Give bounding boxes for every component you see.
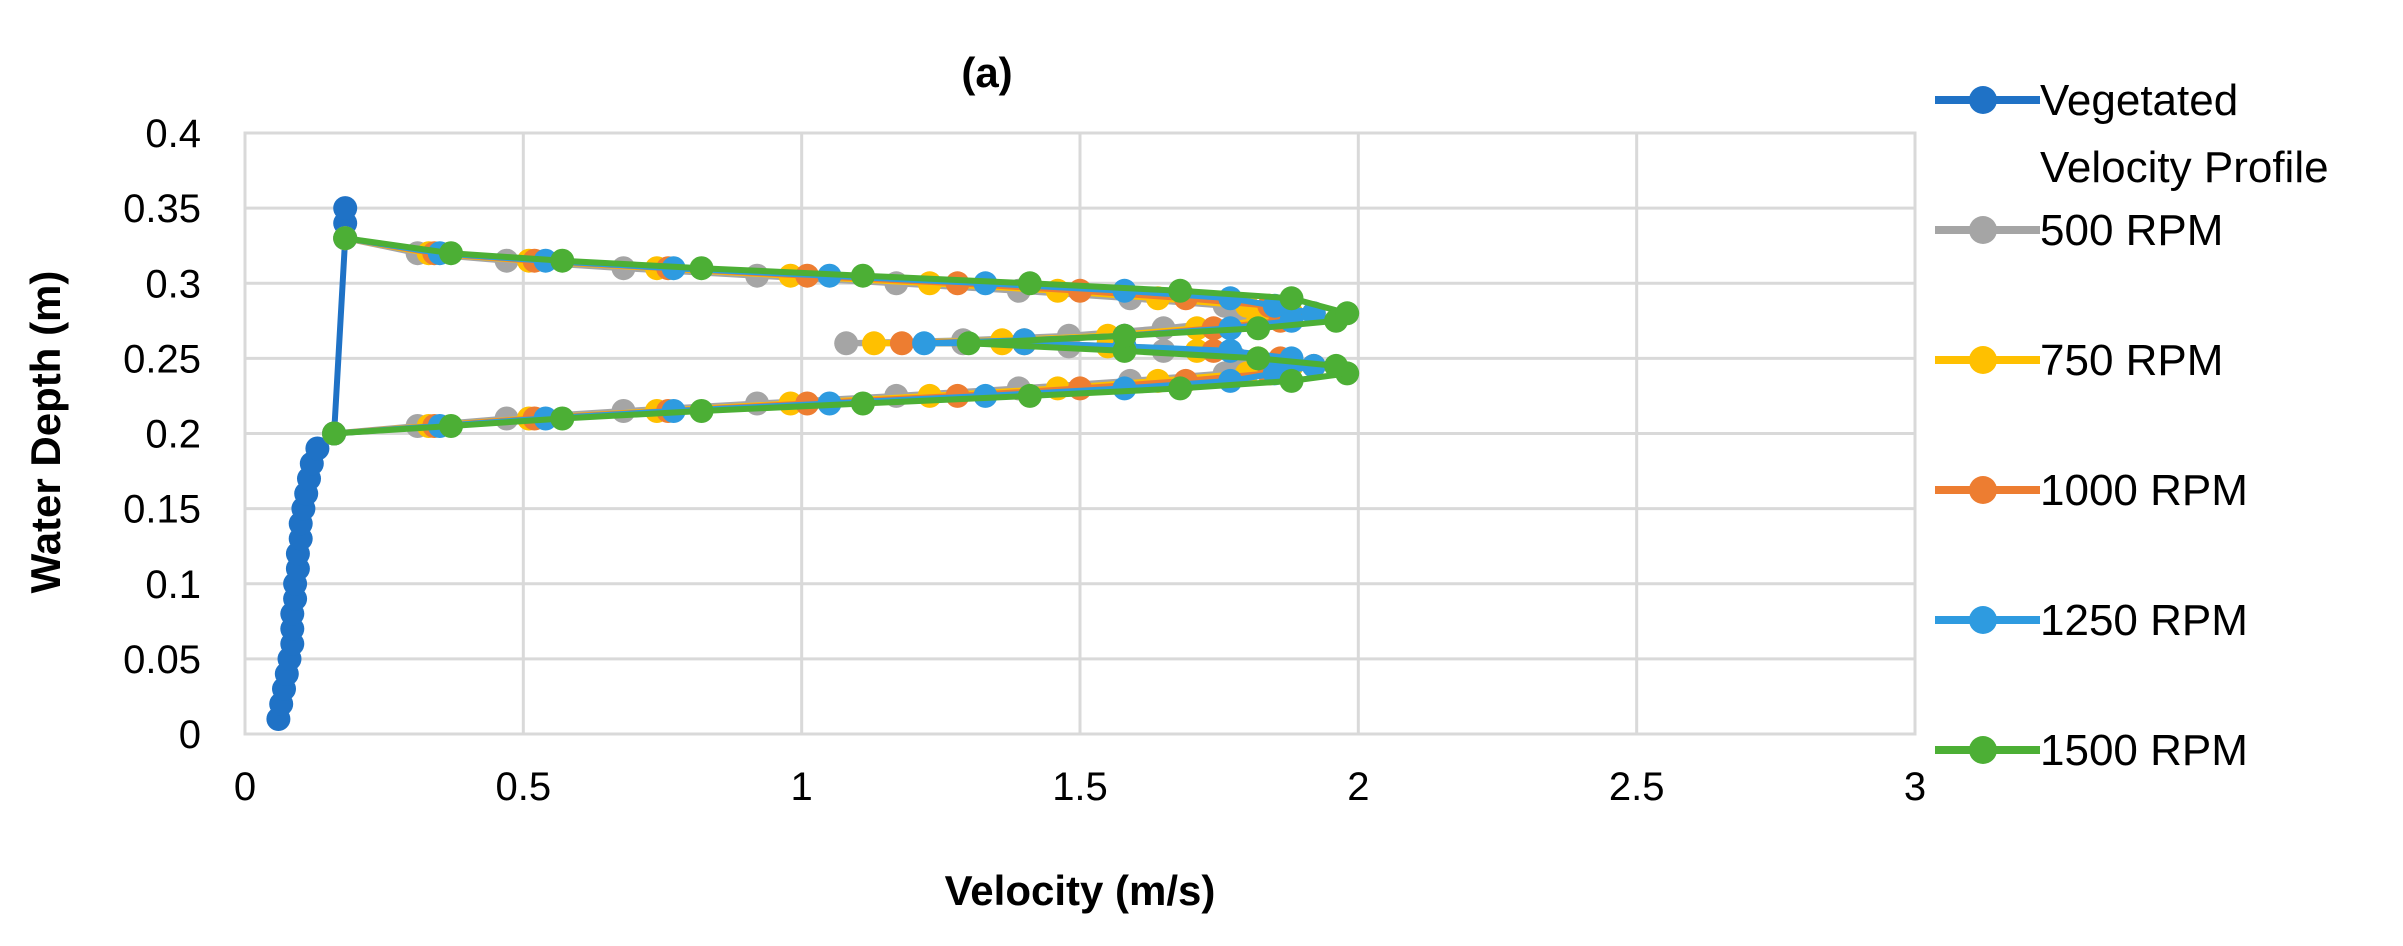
legend-entry: Vegetated Velocity Profile [1935, 76, 2329, 192]
x-axis-title: Velocity (m/s) [945, 867, 1216, 914]
data-point [1246, 316, 1271, 341]
tick-labels: 0 0.05 0.1 0.15 0.2 0.25 0.3 0.35 0.4 0 0.5 1 1.5 2 2.… [123, 112, 1926, 809]
legend-entry: 1500 RPM [1935, 726, 2248, 775]
data-point [1279, 286, 1304, 311]
data-point [889, 331, 914, 356]
y-tick-label: 0.15 [123, 488, 201, 532]
y-axis-title: Water Depth (m) [22, 271, 69, 594]
series-1500-rpm [322, 226, 1360, 446]
data-series [266, 196, 1360, 731]
x-tick-label: 1 [791, 765, 813, 809]
data-point [439, 414, 463, 438]
data-point [1324, 353, 1349, 378]
x-tick-label: 1.5 [1052, 765, 1108, 809]
x-tick-label: 2.5 [1609, 765, 1665, 809]
plot-area-frame [243, 131, 1917, 736]
legend-entry: 500 RPM [1935, 206, 2223, 255]
data-point [322, 421, 347, 446]
data-point [1218, 368, 1243, 393]
data-point [834, 331, 859, 356]
x-tick-label: 0.5 [496, 765, 552, 809]
legend-entry: 750 RPM [1935, 336, 2223, 385]
data-point [1218, 286, 1243, 311]
data-point [550, 248, 575, 273]
data-point [333, 196, 358, 221]
data-point [305, 436, 330, 461]
x-tick-label: 2 [1347, 765, 1369, 809]
y-tick-label: 0.2 [145, 413, 201, 457]
legend-entry: 1250 RPM [1935, 596, 2248, 645]
y-tick-label: 0.25 [123, 337, 201, 381]
chart-title: (a) [961, 49, 1012, 96]
data-point [956, 331, 981, 356]
y-tick-label: 0 [179, 713, 201, 757]
y-tick-label: 0.1 [145, 563, 201, 607]
data-point [1168, 376, 1193, 401]
x-tick-label: 0 [234, 765, 256, 809]
legend-marker [1969, 736, 1997, 764]
data-point [1017, 383, 1042, 408]
y-tick-label: 0.3 [145, 262, 201, 306]
data-point [862, 331, 886, 356]
data-point [689, 399, 714, 423]
legend-marker [1969, 606, 1997, 634]
y-tick-label: 0.4 [145, 112, 201, 156]
legend-marker [1969, 346, 1997, 374]
data-point [1112, 323, 1137, 348]
legend-marker [1969, 476, 1997, 504]
data-point [850, 263, 875, 288]
data-point [439, 241, 463, 266]
data-point [550, 406, 575, 431]
y-tick-label: 0.05 [123, 638, 201, 682]
legend-label: 1000 RPM [2040, 466, 2248, 515]
legend-label: 1250 RPM [2040, 596, 2248, 645]
legend-marker [1969, 86, 1997, 114]
data-point [1017, 271, 1042, 296]
y-tick-label: 0.35 [123, 187, 201, 231]
legend-label: 750 RPM [2040, 336, 2223, 385]
legend-marker [1969, 216, 1997, 244]
legend-label: 1500 RPM [2040, 726, 2248, 775]
data-point [1246, 346, 1271, 371]
data-point [689, 256, 714, 281]
data-point [912, 331, 937, 356]
x-tick-label: 3 [1904, 765, 1926, 809]
legend-label: 500 RPM [2040, 206, 2223, 255]
legend-entry: 1000 RPM [1935, 466, 2248, 515]
data-point [333, 226, 358, 251]
data-point [1168, 278, 1193, 303]
data-point [1335, 301, 1360, 326]
legend-label: Vegetated Velocity Profile [2040, 76, 2329, 192]
data-point [850, 391, 875, 416]
legend: Vegetated Velocity Profile 500 RPM 750 RPM 1… [1935, 76, 2329, 775]
data-point [1279, 368, 1304, 393]
